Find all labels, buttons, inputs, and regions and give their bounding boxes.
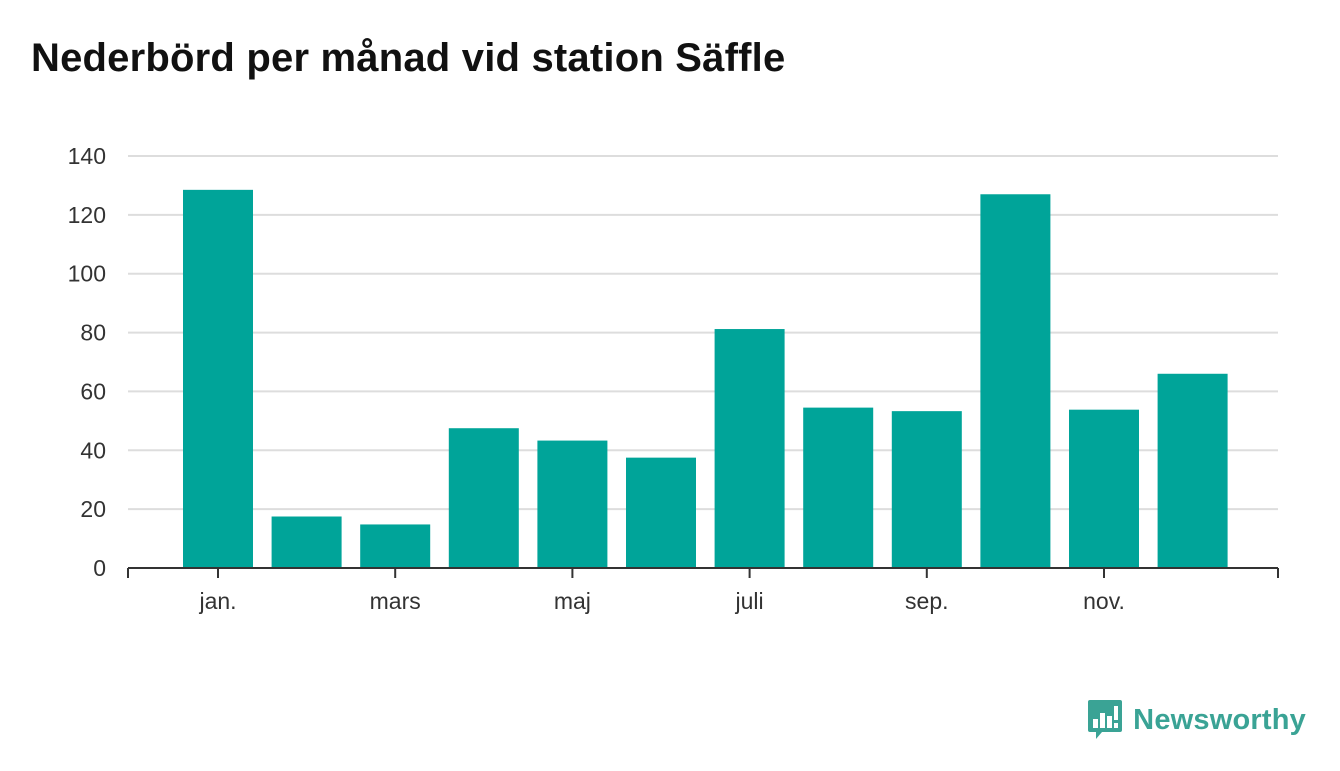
x-axis: [127, 567, 1279, 578]
bar-mars: [360, 524, 431, 568]
bar-aug: [803, 407, 874, 568]
y-tick-label-20: 20: [80, 496, 106, 522]
chart-bubble-icon: [1088, 700, 1123, 739]
x-tick-label-mars: mars: [370, 588, 421, 614]
y-tick-label-100: 100: [68, 261, 106, 287]
x-tick-label-juli: juli: [735, 588, 764, 614]
y-tick-label-140: 140: [68, 143, 106, 169]
brand-name: Newsworthy: [1133, 703, 1306, 736]
bar-nov: [1069, 409, 1139, 568]
bar-okt: [980, 194, 1051, 568]
y-tick-label-60: 60: [80, 378, 106, 404]
bar-apr: [448, 428, 519, 568]
y-tick-label-80: 80: [80, 320, 106, 346]
bar-maj: [537, 440, 608, 568]
x-axis-ticks: jan. mars maj juli sep. nov.: [198, 568, 1125, 614]
bar-feb: [271, 516, 342, 568]
y-tick-label-120: 120: [68, 202, 106, 228]
bar-jan: [183, 189, 253, 569]
x-tick-label-jan: jan.: [198, 588, 236, 614]
y-axis-ticks: 0 20 40 60 80 100 120 140: [68, 143, 106, 581]
grid-lines: [128, 155, 1278, 511]
x-tick-label-nov: nov.: [1083, 588, 1125, 614]
bar-juni: [626, 457, 696, 568]
bars: [183, 189, 1228, 569]
y-tick-label-40: 40: [80, 437, 106, 463]
x-tick-label-maj: maj: [554, 588, 591, 614]
bar-juli: [714, 329, 785, 568]
bar-dec: [1157, 373, 1228, 568]
bar-sep: [891, 411, 962, 568]
y-tick-label-0: 0: [93, 555, 106, 581]
x-tick-label-sep: sep.: [905, 588, 948, 614]
newsworthy-logo: Newsworthy: [1087, 699, 1306, 741]
chart-title: Nederbörd per månad vid station Säffle: [31, 36, 786, 80]
